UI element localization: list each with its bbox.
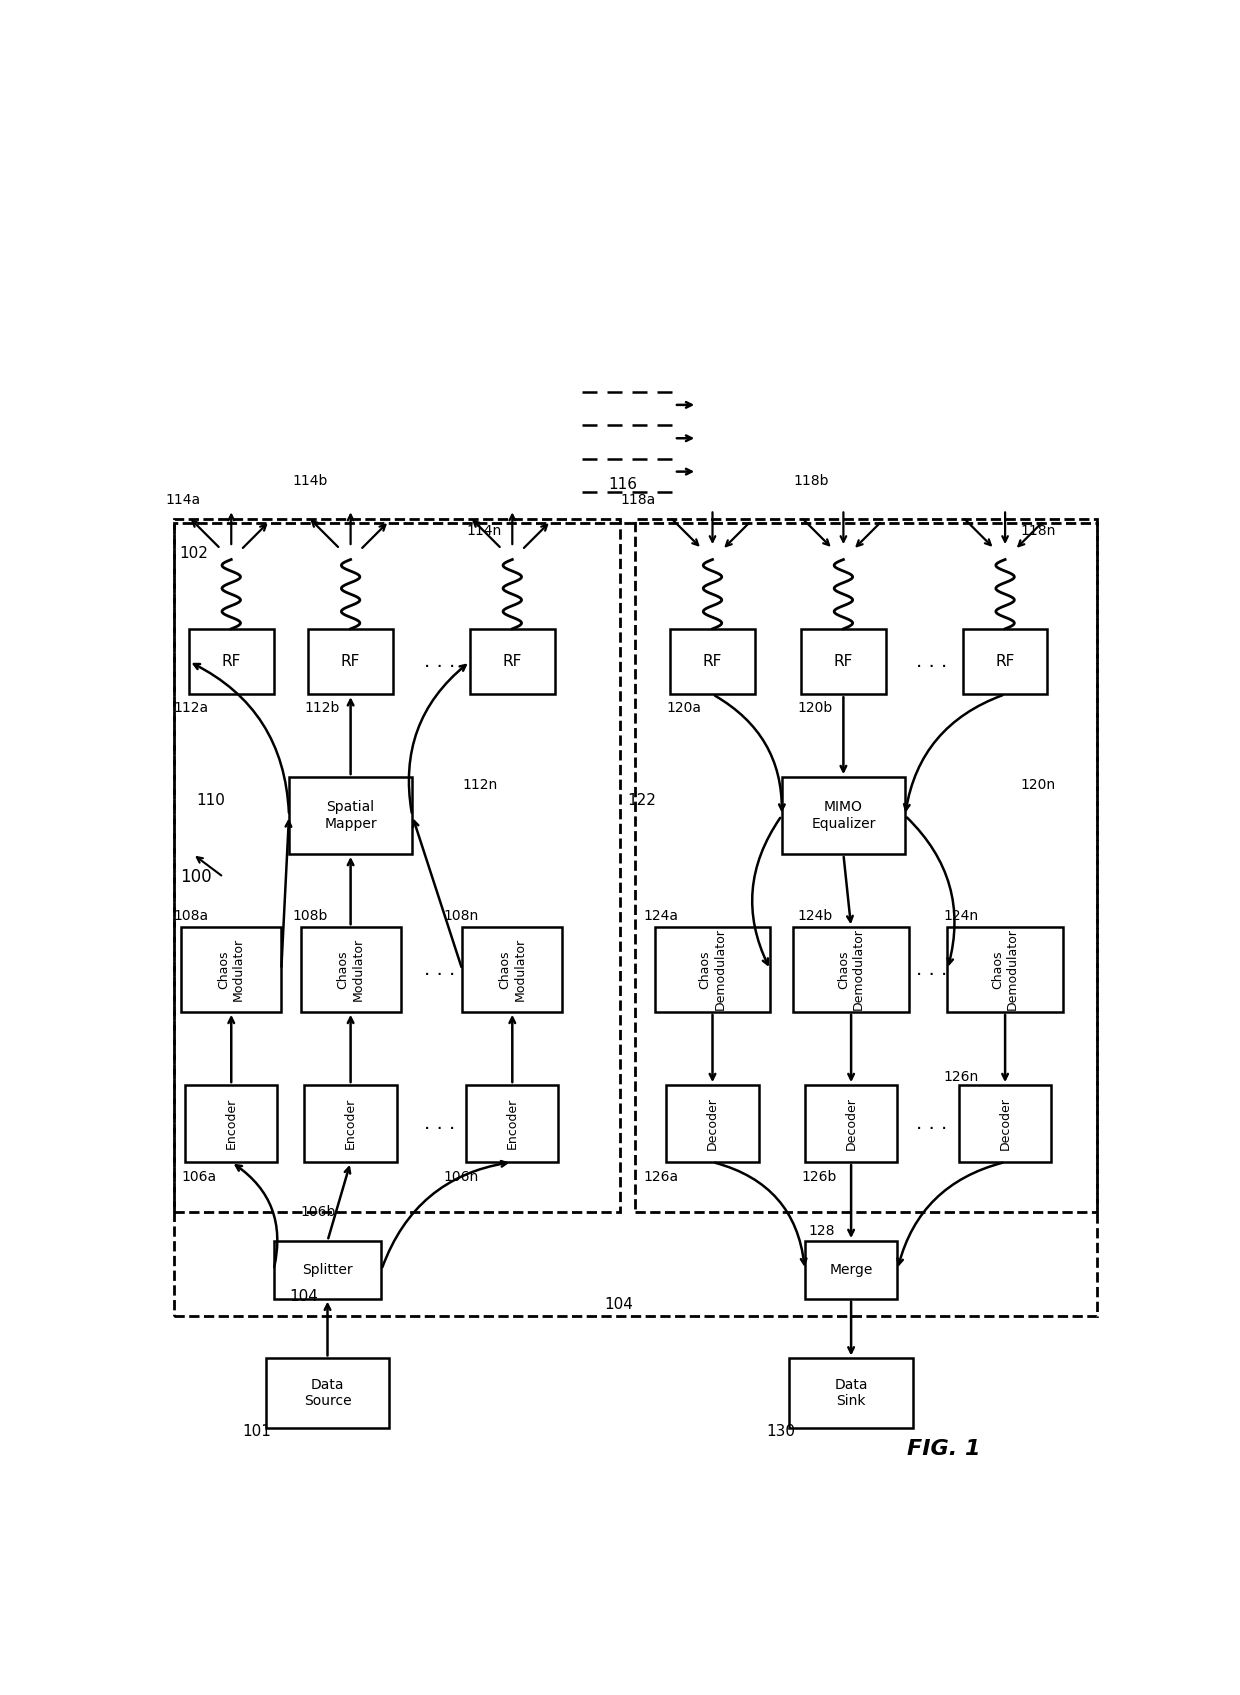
FancyBboxPatch shape xyxy=(801,629,885,695)
FancyBboxPatch shape xyxy=(309,629,393,695)
Text: Chaos
Demodulator: Chaos Demodulator xyxy=(837,929,866,1010)
Text: . . .: . . . xyxy=(424,1114,455,1132)
Text: RF: RF xyxy=(341,654,361,670)
Text: 120a: 120a xyxy=(666,700,702,715)
Text: 106n: 106n xyxy=(443,1171,479,1185)
FancyBboxPatch shape xyxy=(463,927,563,1012)
FancyBboxPatch shape xyxy=(304,1085,397,1163)
Text: 108b: 108b xyxy=(293,909,329,922)
Text: 118a: 118a xyxy=(620,493,656,507)
Text: Encoder: Encoder xyxy=(506,1098,518,1149)
Text: 114n: 114n xyxy=(466,524,501,537)
Text: 130: 130 xyxy=(766,1424,795,1439)
Text: Encoder: Encoder xyxy=(343,1098,357,1149)
Text: Decoder: Decoder xyxy=(844,1097,858,1149)
Text: 106b: 106b xyxy=(300,1205,336,1219)
Text: 120b: 120b xyxy=(797,700,832,715)
FancyBboxPatch shape xyxy=(655,927,770,1012)
Text: MIMO
Equalizer: MIMO Equalizer xyxy=(811,800,875,831)
FancyBboxPatch shape xyxy=(781,776,905,854)
Text: 114b: 114b xyxy=(293,473,329,488)
FancyBboxPatch shape xyxy=(805,1085,898,1163)
Text: RF: RF xyxy=(833,654,853,670)
FancyBboxPatch shape xyxy=(947,927,1063,1012)
FancyBboxPatch shape xyxy=(805,1241,898,1298)
Text: RF: RF xyxy=(996,654,1014,670)
Text: 116: 116 xyxy=(609,476,637,492)
Text: 110: 110 xyxy=(197,793,226,807)
Text: 106a: 106a xyxy=(181,1171,216,1185)
Text: Chaos
Modulator: Chaos Modulator xyxy=(217,937,246,1002)
FancyBboxPatch shape xyxy=(265,1358,389,1427)
Text: Spatial
Mapper: Spatial Mapper xyxy=(325,800,377,831)
FancyBboxPatch shape xyxy=(670,629,755,695)
Text: 118n: 118n xyxy=(1021,524,1056,537)
Text: Data
Source: Data Source xyxy=(304,1378,351,1409)
Text: RF: RF xyxy=(222,654,241,670)
Text: RF: RF xyxy=(703,654,722,670)
Text: Splitter: Splitter xyxy=(303,1263,353,1276)
Text: . . .: . . . xyxy=(916,959,947,980)
FancyBboxPatch shape xyxy=(188,629,274,695)
FancyBboxPatch shape xyxy=(274,1241,382,1298)
Text: 126b: 126b xyxy=(801,1171,837,1185)
Text: 108a: 108a xyxy=(174,909,208,922)
Text: 102: 102 xyxy=(180,546,208,561)
Text: Chaos
Demodulator: Chaos Demodulator xyxy=(698,929,727,1010)
FancyBboxPatch shape xyxy=(666,1085,759,1163)
Text: FIG. 1: FIG. 1 xyxy=(906,1439,981,1459)
Text: Chaos
Demodulator: Chaos Demodulator xyxy=(991,929,1019,1010)
Text: . . .: . . . xyxy=(916,653,947,671)
Text: Data
Sink: Data Sink xyxy=(835,1378,868,1409)
Text: 124a: 124a xyxy=(644,909,678,922)
Text: Chaos
Modulator: Chaos Modulator xyxy=(498,937,526,1002)
Text: . . .: . . . xyxy=(424,959,455,980)
FancyBboxPatch shape xyxy=(470,629,554,695)
Text: Decoder: Decoder xyxy=(706,1097,719,1149)
FancyBboxPatch shape xyxy=(962,629,1048,695)
Text: 114a: 114a xyxy=(166,493,201,507)
FancyBboxPatch shape xyxy=(794,927,909,1012)
Text: 104: 104 xyxy=(605,1297,634,1312)
FancyBboxPatch shape xyxy=(790,1358,913,1427)
Text: RF: RF xyxy=(502,654,522,670)
FancyBboxPatch shape xyxy=(181,927,281,1012)
Text: 100: 100 xyxy=(180,868,211,886)
Text: 122: 122 xyxy=(627,793,657,807)
Text: 124b: 124b xyxy=(797,909,832,922)
Text: 118b: 118b xyxy=(794,473,828,488)
Text: Merge: Merge xyxy=(830,1263,873,1276)
FancyBboxPatch shape xyxy=(959,1085,1052,1163)
Text: 101: 101 xyxy=(243,1424,272,1439)
FancyBboxPatch shape xyxy=(466,1085,558,1163)
FancyBboxPatch shape xyxy=(300,927,401,1012)
FancyBboxPatch shape xyxy=(289,776,412,854)
Text: Encoder: Encoder xyxy=(224,1098,238,1149)
Text: 128: 128 xyxy=(808,1224,836,1239)
Text: 104: 104 xyxy=(289,1290,317,1303)
Text: . . .: . . . xyxy=(424,653,455,671)
Text: Decoder: Decoder xyxy=(998,1097,1012,1149)
Text: . . .: . . . xyxy=(916,1114,947,1132)
Text: 126n: 126n xyxy=(944,1070,978,1085)
FancyBboxPatch shape xyxy=(185,1085,278,1163)
Text: 120n: 120n xyxy=(1021,778,1055,792)
Text: 108n: 108n xyxy=(443,909,479,922)
Text: 124n: 124n xyxy=(944,909,978,922)
Text: 126a: 126a xyxy=(644,1171,678,1185)
Text: 112a: 112a xyxy=(174,700,208,715)
Text: 112n: 112n xyxy=(463,778,497,792)
Text: 112b: 112b xyxy=(304,700,340,715)
Text: Chaos
Modulator: Chaos Modulator xyxy=(336,937,365,1002)
